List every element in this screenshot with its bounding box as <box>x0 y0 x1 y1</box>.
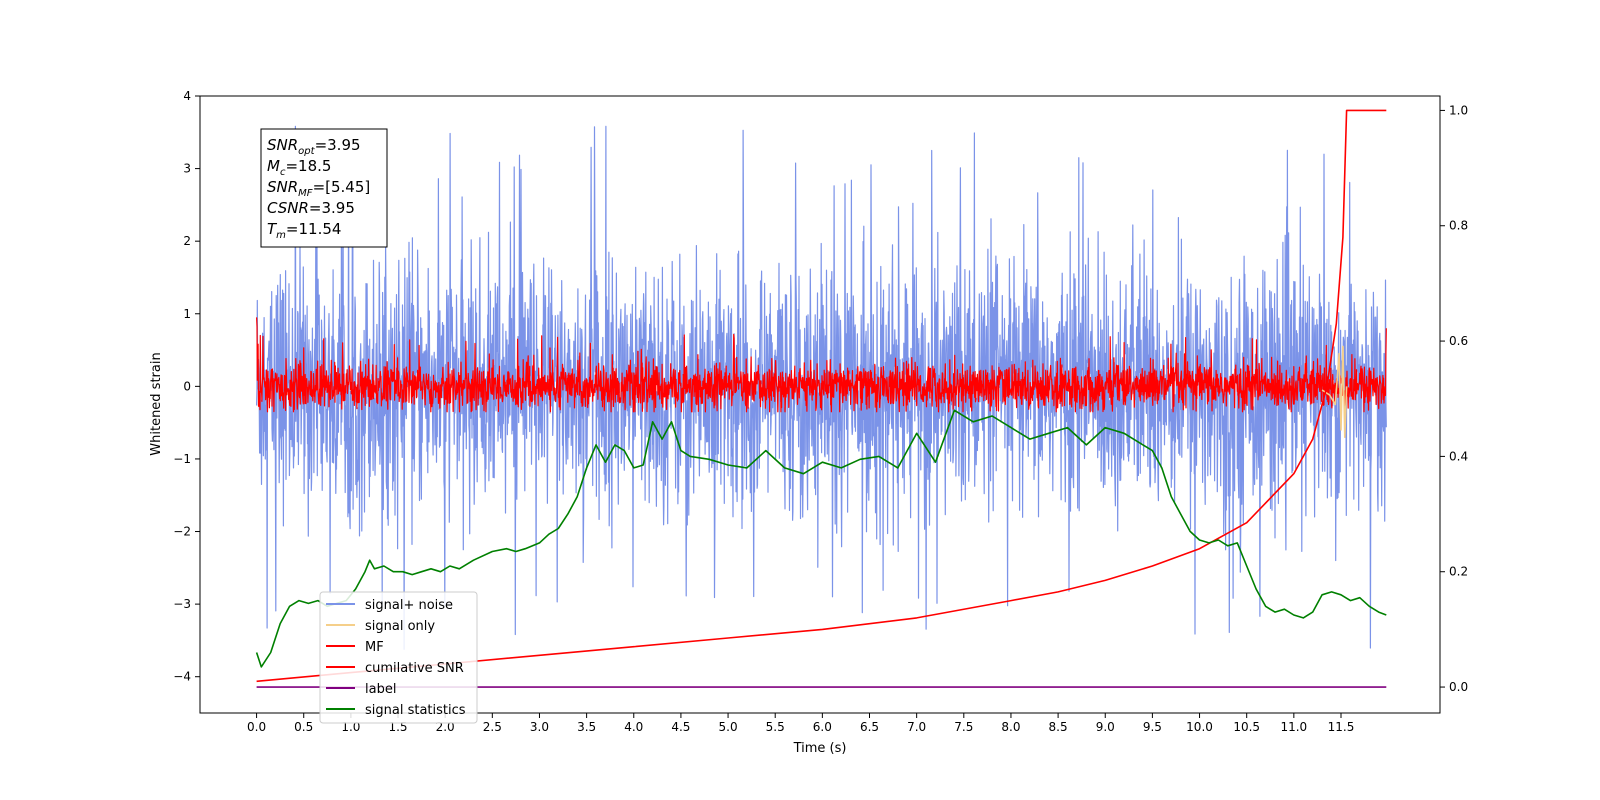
y-tick-label: 2 <box>183 234 191 248</box>
y-tick-label: 3 <box>183 162 191 176</box>
series-2-line <box>256 317 1387 413</box>
y-tick-label: 4 <box>183 89 191 103</box>
x-tick-label: 3.5 <box>577 720 596 734</box>
y2-tick-label: 0.8 <box>1449 219 1468 233</box>
x-tick-label: 4.5 <box>671 720 690 734</box>
legend-frame <box>319 591 478 724</box>
y-tick-label: 0 <box>183 379 191 393</box>
y-tick-label: −4 <box>173 670 191 684</box>
legend-label: label <box>365 682 396 697</box>
x-tick-label: 11.0 <box>1280 720 1307 734</box>
series-3-line <box>256 109 1387 683</box>
x-tick-label: 7.5 <box>954 720 973 734</box>
y-tick-label: 1 <box>183 307 191 321</box>
y2-tick-label: 0.0 <box>1449 680 1468 694</box>
y2-tick-label: 1.0 <box>1449 103 1468 117</box>
x-tick-label: 4.0 <box>624 720 643 734</box>
annotation-line: CSNR=3.95 <box>267 199 355 217</box>
legend-label: MF <box>365 640 384 655</box>
x-tick-label: 5.0 <box>719 720 738 734</box>
y-tick-label: −2 <box>173 525 191 539</box>
x-tick-label: 9.0 <box>1096 720 1115 734</box>
x-tick-label: 2.5 <box>483 720 502 734</box>
legend: signal+ noise signal only MF cumilative SNR… <box>319 591 478 724</box>
legend-label: signal statistics <box>365 703 466 718</box>
x-tick-label: 6.5 <box>860 720 879 734</box>
y-axis-right: 1.0 0.8 0.6 0.4 0.2 0.0 <box>1440 103 1468 694</box>
y-tick-label: −1 <box>173 452 191 466</box>
y2-tick-label: 0.2 <box>1449 565 1468 579</box>
x-tick-label: 11.5 <box>1328 720 1355 734</box>
x-tick-label: 8.0 <box>1001 720 1020 734</box>
legend-label: signal+ noise <box>365 598 453 613</box>
legend-label: signal only <box>365 619 435 634</box>
x-tick-label: 10.5 <box>1233 720 1260 734</box>
x-tick-label: 0.0 <box>247 720 266 734</box>
legend-label: cumilative SNR <box>365 661 464 676</box>
annotation-line: Tm=11.54 <box>267 220 341 241</box>
x-tick-label: 8.5 <box>1049 720 1068 734</box>
series-layer <box>255 109 1387 688</box>
y2-tick-label: 0.4 <box>1449 449 1468 463</box>
x-tick-label: 10.0 <box>1186 720 1213 734</box>
x-tick-label: 9.5 <box>1143 720 1162 734</box>
y-axis-label: Whitened strain <box>149 352 164 455</box>
y-tick-label: −3 <box>173 597 191 611</box>
plot-frame <box>199 95 1441 714</box>
x-tick-label: 7.0 <box>907 720 926 734</box>
y-axis-left: 4 3 2 1 0 −1 −2 −3 −4 <box>173 89 200 684</box>
x-tick-label: 0.5 <box>294 720 313 734</box>
x-tick-label: 3.0 <box>530 720 549 734</box>
series-5-line <box>255 409 1387 668</box>
annotation-line: SNRopt=3.95 <box>267 136 361 157</box>
x-tick-label: 6.0 <box>813 720 832 734</box>
y2-tick-label: 0.6 <box>1449 334 1468 348</box>
series-1-line <box>1321 345 1348 439</box>
annotation-line: Mc=18.5 <box>267 157 331 178</box>
x-axis-label: Time (s) <box>793 741 847 756</box>
annotation-line: SNRMF=[5.45] <box>267 178 370 199</box>
annotation-frame <box>260 128 388 248</box>
x-tick-label: 5.5 <box>766 720 785 734</box>
